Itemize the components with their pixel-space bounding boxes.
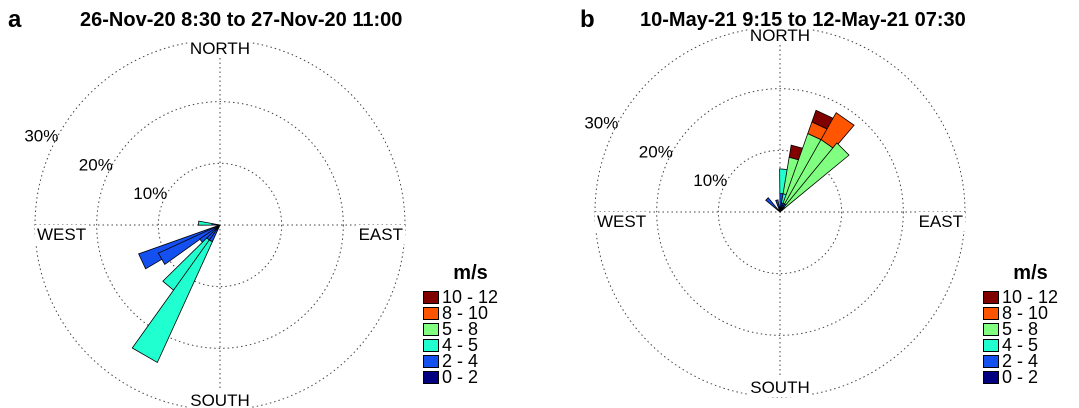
legend-label: 2 - 4: [442, 351, 479, 371]
panel-title-a: 26-Nov-20 8:30 to 27-Nov-20 11:00: [80, 9, 403, 31]
ring-label: 30%: [584, 113, 618, 132]
ring-label: 20%: [79, 155, 113, 174]
legend-item: 0 - 2: [983, 367, 1058, 387]
legend-swatch: [983, 338, 999, 352]
legend-item: 5 - 8: [423, 319, 498, 339]
direction-label-east: EAST: [359, 225, 403, 244]
legend-item: 2 - 4: [983, 351, 1058, 371]
rose-wedge: [820, 112, 855, 150]
direction-label-east: EAST: [919, 212, 963, 231]
ring-label: 10%: [133, 184, 167, 203]
legend-swatch: [983, 354, 999, 368]
panel-letter-b: b: [580, 6, 595, 33]
legend-label: 10 - 12: [442, 287, 499, 307]
rose-wedge: [783, 142, 850, 209]
legend-label: 8 - 10: [442, 303, 489, 323]
legend-swatch: [983, 322, 999, 336]
direction-label-bg: [35, 225, 89, 244]
legend-label: 5 - 8: [442, 319, 479, 339]
legend-item: 10 - 12: [983, 287, 1059, 307]
legend-item: 2 - 4: [423, 351, 498, 371]
rose-wedge: [775, 199, 780, 210]
wind-rose-panel-b: b 10-May-21 9:15 to 12-May-21 07:30 10% 2…: [560, 0, 1079, 408]
legend-item: 4 - 5: [983, 335, 1058, 355]
panel-title-b: 10-May-21 9:15 to 12-May-21 07:30: [640, 9, 966, 31]
legend-swatch: [983, 290, 999, 304]
ring-label: 30%: [24, 126, 58, 145]
legend-swatch: [423, 338, 439, 352]
legend-label: 4 - 5: [1002, 335, 1039, 355]
direction-label-bg: [187, 39, 253, 58]
legend-swatch: [423, 354, 439, 368]
legend-swatch: [423, 370, 439, 384]
rose-wedge: [197, 220, 213, 226]
direction-label-west: WEST: [597, 212, 646, 231]
grid-ring: [157, 162, 283, 288]
wind-rose-panel-a: a 26-Nov-20 8:30 to 27-Nov-20 11:00 10% 2…: [8, 6, 499, 408]
direction-label-bg: [747, 26, 813, 45]
rose-wedge: [131, 239, 213, 364]
legend-item: 4 - 5: [423, 335, 498, 355]
legend-item: 8 - 10: [983, 303, 1058, 323]
legend-label: 0 - 2: [1002, 367, 1039, 387]
legend-label: 8 - 10: [1002, 303, 1049, 323]
ring-label: 10%: [693, 171, 727, 190]
legend-item: 5 - 8: [983, 319, 1058, 339]
legend-title: m/s: [453, 262, 488, 284]
direction-label-north: NORTH: [190, 39, 250, 58]
direction-label-south: SOUTH: [750, 378, 810, 397]
wind-rose-chart-b: 10% 20% 30% NORTH SOUTH EAST WEST: [584, 26, 966, 398]
legend-title: m/s: [1013, 262, 1048, 284]
direction-label-north: NORTH: [750, 26, 810, 45]
ring-label: 20%: [639, 142, 673, 161]
legend-label: 10 - 12: [1002, 287, 1059, 307]
legend-swatch: [423, 306, 439, 320]
direction-label-bg: [356, 225, 405, 244]
direction-label-bg: [916, 212, 965, 231]
legend-swatch: [983, 306, 999, 320]
direction-label-bg: [595, 212, 649, 231]
grid-ring: [656, 88, 904, 336]
legend-swatch: [983, 370, 999, 384]
direction-label-bg: [748, 378, 812, 397]
panel-letter-a: a: [8, 6, 22, 33]
legend-label: 2 - 4: [1002, 351, 1039, 371]
direction-label-bg: [188, 391, 252, 408]
grid-ring: [717, 149, 843, 275]
wind-rose-chart-a: 10% 20% 30% NORTH SOUTH EAST WEST: [24, 39, 406, 408]
grid-ring: [96, 101, 344, 349]
legend-label: 4 - 5: [442, 335, 479, 355]
legend-item: 8 - 10: [423, 303, 498, 323]
legend-item: 0 - 2: [423, 367, 498, 387]
direction-label-south: SOUTH: [190, 391, 250, 408]
rose-wedge: [765, 197, 779, 211]
direction-label-west: WEST: [37, 225, 86, 244]
rose-wedge: [211, 223, 218, 226]
legend-label: 0 - 2: [442, 367, 479, 387]
legend-swatch: [423, 290, 439, 304]
legend-label: 5 - 8: [1002, 319, 1039, 339]
legend-item: 10 - 12: [423, 287, 499, 307]
legend-swatch: [423, 322, 439, 336]
